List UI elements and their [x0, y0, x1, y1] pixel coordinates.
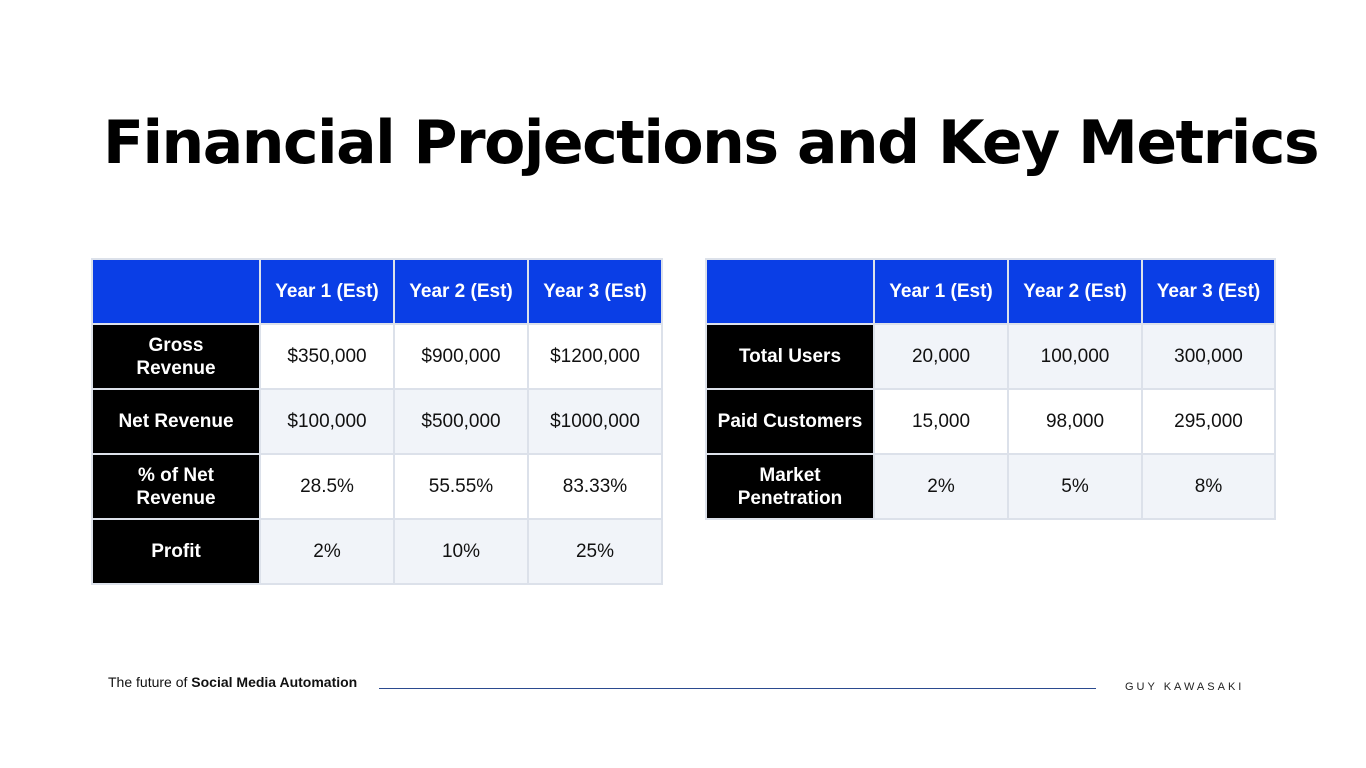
column-header-year-1: Year 1 (Est): [259, 258, 395, 325]
table-row: % of Net Revenue 28.5% 55.55% 83.33%: [91, 453, 663, 520]
table-cell: $1000,000: [527, 388, 663, 455]
table-cell: $100,000: [259, 388, 395, 455]
column-header-year-2: Year 2 (Est): [1007, 258, 1143, 325]
table-cell: 98,000: [1007, 388, 1143, 455]
table-cell: 28.5%: [259, 453, 395, 520]
row-label: Paid Customers: [705, 388, 875, 455]
footer-tagline: The future of Social Media Automation: [108, 674, 357, 690]
table-row: Gross Revenue $350,000 $900,000 $1200,00…: [91, 323, 663, 390]
table-cell: 295,000: [1141, 388, 1276, 455]
table-cell: $500,000: [393, 388, 529, 455]
table-cell: 83.33%: [527, 453, 663, 520]
table-cell: 300,000: [1141, 323, 1276, 390]
column-header-year-2: Year 2 (Est): [393, 258, 529, 325]
table-header-row: Year 1 (Est) Year 2 (Est) Year 3 (Est): [91, 258, 663, 325]
column-header-corner: [91, 258, 261, 325]
row-label-text: Gross Revenue: [136, 334, 216, 379]
table-cell: 100,000: [1007, 323, 1143, 390]
table-row: Net Revenue $100,000 $500,000 $1000,000: [91, 388, 663, 455]
column-header-year-3: Year 3 (Est): [527, 258, 663, 325]
table-cell: 20,000: [873, 323, 1009, 390]
table-row: Market Penetration 2% 5% 8%: [705, 453, 1276, 520]
table-cell: 5%: [1007, 453, 1143, 520]
row-label: Market Penetration: [705, 453, 875, 520]
footer-tagline-emphasis: Social Media Automation: [191, 674, 358, 690]
table-cell: 2%: [873, 453, 1009, 520]
row-label: % of Net Revenue: [91, 453, 261, 520]
key-metrics-table: Year 1 (Est) Year 2 (Est) Year 3 (Est) T…: [705, 258, 1276, 520]
table-header-row: Year 1 (Est) Year 2 (Est) Year 3 (Est): [705, 258, 1276, 325]
page-title: Financial Projections and Key Metrics: [103, 108, 1320, 178]
table-cell: $1200,000: [527, 323, 663, 390]
row-label: Profit: [91, 518, 261, 585]
row-label-text: % of Net Revenue: [136, 464, 216, 509]
footer-author: GUY KAWASAKI: [1125, 681, 1245, 693]
row-label: Total Users: [705, 323, 875, 390]
row-label: Gross Revenue: [91, 323, 261, 390]
footer-divider: [379, 688, 1096, 689]
table-cell: 2%: [259, 518, 395, 585]
financial-projections-table: Year 1 (Est) Year 2 (Est) Year 3 (Est) G…: [91, 258, 663, 585]
table-cell: $350,000: [259, 323, 395, 390]
table-cell: 8%: [1141, 453, 1276, 520]
table-cell: 10%: [393, 518, 529, 585]
footer-tagline-prefix: The future of: [108, 674, 192, 690]
column-header-year-1: Year 1 (Est): [873, 258, 1009, 325]
table-cell: 55.55%: [393, 453, 529, 520]
row-label-text: Market Penetration: [737, 464, 843, 509]
row-label: Net Revenue: [91, 388, 261, 455]
column-header-year-3: Year 3 (Est): [1141, 258, 1276, 325]
table-cell: 15,000: [873, 388, 1009, 455]
table-row: Paid Customers 15,000 98,000 295,000: [705, 388, 1276, 455]
column-header-corner: [705, 258, 875, 325]
table-row: Total Users 20,000 100,000 300,000: [705, 323, 1276, 390]
table-cell: 25%: [527, 518, 663, 585]
table-row: Profit 2% 10% 25%: [91, 518, 663, 585]
table-cell: $900,000: [393, 323, 529, 390]
